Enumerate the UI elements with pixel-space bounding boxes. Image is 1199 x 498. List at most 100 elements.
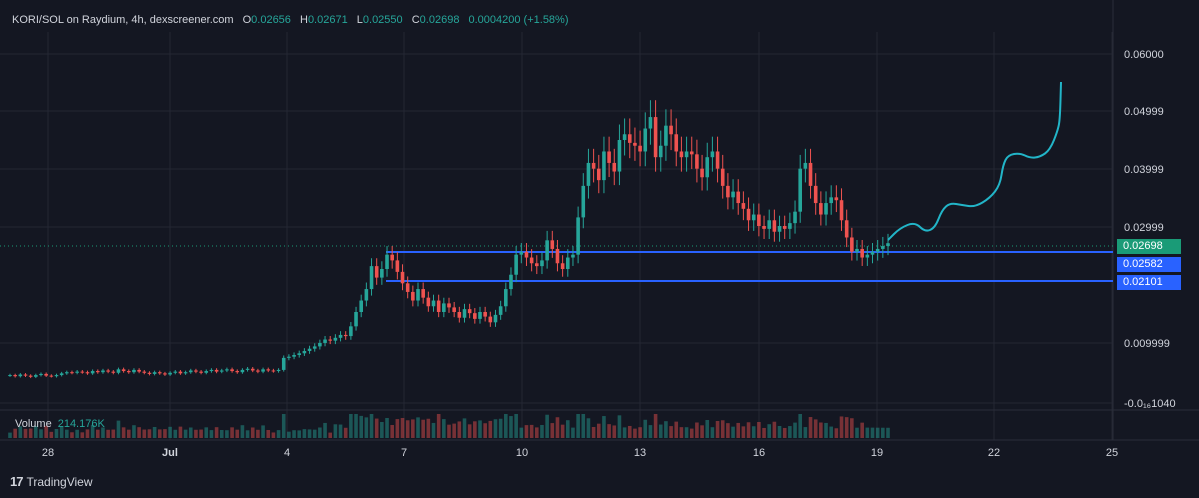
x-tick-label: 4: [284, 447, 290, 459]
volume-bar: [514, 414, 518, 438]
volume-bar: [612, 425, 617, 438]
volume-bar: [230, 427, 234, 438]
close-value: 0.02698: [419, 14, 460, 26]
volume-bar: [142, 429, 147, 438]
volume-bar: [886, 427, 890, 438]
x-tick-label: 28: [42, 447, 54, 459]
volume-bar: [34, 426, 38, 438]
volume-bar: [571, 427, 575, 438]
volume-bar: [772, 421, 777, 438]
candle-body: [235, 371, 240, 373]
candle-body: [731, 191, 735, 198]
projection-curve: [887, 81, 1062, 241]
candle-body: [824, 203, 828, 215]
volume-bar: [126, 429, 131, 438]
candle-body: [400, 271, 405, 284]
volume-bar: [788, 426, 792, 438]
volume-bar: [726, 423, 730, 438]
candle-body: [354, 312, 358, 327]
candle-body: [23, 374, 28, 376]
volume-bar: [302, 429, 307, 438]
volume-bar: [715, 421, 720, 438]
candle-body: [245, 368, 250, 370]
volume-bar: [638, 427, 642, 438]
low-value: 0.02550: [362, 14, 403, 26]
volume-bar: [8, 432, 12, 438]
candle-body: [741, 203, 746, 209]
volume-bar: [834, 428, 839, 438]
tradingview-brand[interactable]: 17 TradingView: [10, 474, 93, 489]
candle-body: [75, 371, 79, 373]
volume-bar: [436, 414, 441, 438]
volume-bar: [380, 422, 384, 438]
volume-bar: [173, 429, 178, 438]
candle-body: [452, 307, 456, 312]
candle-body: [772, 220, 777, 232]
volume-bar: [695, 422, 699, 438]
candle-body: [297, 353, 302, 355]
candle-body: [653, 117, 658, 158]
candle-body: [545, 240, 549, 261]
candle-body: [684, 151, 689, 158]
volume-bar: [39, 429, 43, 438]
volume-value: 214.176K: [57, 418, 105, 430]
volume-bar: [132, 425, 136, 438]
volume-bar: [555, 417, 560, 438]
volume-bar: [400, 418, 405, 438]
candle-body: [850, 237, 854, 252]
volume-bar: [245, 430, 250, 438]
candle-body: [132, 369, 136, 373]
candle-body: [204, 371, 209, 373]
x-tick-label: 13: [634, 447, 646, 459]
x-tick-label: 10: [516, 447, 528, 459]
tradingview-logo-icon: 17: [10, 474, 24, 489]
candle-body: [540, 260, 544, 267]
volume-bar: [416, 417, 420, 438]
chart-header: KORI/SOL on Raydium, 4h, dexscreener.com…: [12, 14, 569, 26]
candle-body: [416, 289, 420, 301]
candle-body: [39, 373, 43, 376]
candle-body: [488, 316, 493, 323]
volume-bar: [452, 423, 456, 438]
candle-body: [596, 168, 601, 181]
candle-body: [426, 297, 431, 307]
volume-bar: [529, 424, 534, 438]
candle-body: [638, 145, 642, 152]
x-tick-label: 19: [871, 447, 883, 459]
volume-bar: [343, 427, 348, 438]
x-tick-label: 16: [753, 447, 765, 459]
volume-bar: [684, 427, 689, 438]
x-tick-label: 7: [401, 447, 407, 459]
candle-body: [380, 269, 384, 278]
volume-bar: [333, 424, 338, 438]
candle-body: [555, 248, 560, 264]
volume-bar: [865, 427, 870, 438]
volume-bar: [111, 429, 116, 438]
volume-bar: [545, 414, 549, 438]
volume-bar: [250, 427, 255, 438]
candle-body: [782, 226, 787, 229]
candle-body: [411, 291, 415, 301]
candle-body: [18, 374, 23, 377]
volume-bar: [705, 420, 710, 438]
candle-body: [865, 254, 870, 258]
candle-body: [390, 254, 394, 261]
x-tick-label: Jul: [162, 447, 178, 459]
volume-bar: [65, 429, 69, 438]
candle-body: [504, 289, 508, 307]
open-value: 0.02656: [251, 14, 291, 26]
candle-body: [436, 300, 441, 312]
candle-body: [808, 162, 813, 186]
candle-body: [581, 185, 586, 218]
volume-bar: [116, 420, 121, 438]
candle-body: [65, 372, 69, 374]
candle-body: [328, 339, 333, 341]
volume-bar: [183, 429, 188, 438]
volume-bar: [710, 427, 715, 438]
volume-bar: [524, 425, 529, 438]
candle-body: [13, 375, 17, 377]
volume-bar: [493, 419, 498, 438]
candle-body: [183, 372, 188, 374]
y-tick-label: 0.04999: [1124, 106, 1164, 118]
